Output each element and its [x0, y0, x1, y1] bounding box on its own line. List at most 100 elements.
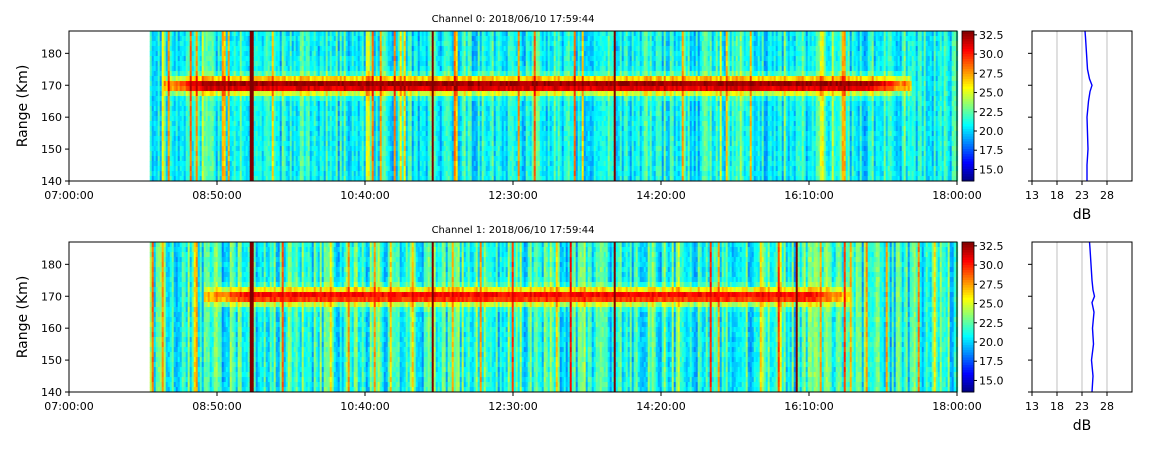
heatmap-cell	[211, 31, 215, 37]
heatmap-cell	[291, 96, 295, 102]
heatmap-cell	[239, 166, 243, 172]
heatmap-cell	[161, 126, 165, 132]
heatmap-cell	[189, 71, 193, 77]
heatmap-cell	[245, 61, 249, 67]
heatmap-cell	[167, 81, 171, 87]
heatmap-cell	[233, 76, 237, 82]
heatmap-cell	[217, 101, 221, 107]
heatmap-cell	[283, 91, 287, 97]
heatmap-cell	[273, 66, 277, 72]
heatmap-cell	[281, 51, 285, 57]
heatmap-cell	[175, 146, 179, 152]
heatmap-cell	[253, 101, 257, 107]
heatmap-cell	[203, 101, 207, 107]
heatmap-cell	[217, 61, 221, 67]
heatmap-cell	[255, 116, 259, 122]
heatmap-cell	[299, 86, 303, 92]
heatmap-column	[201, 31, 205, 182]
heatmap-cell	[279, 131, 283, 137]
heatmap-cell	[233, 91, 237, 97]
heatmap-cell	[249, 51, 253, 57]
heatmap-cell	[259, 56, 263, 62]
heatmap-cell	[293, 91, 297, 97]
heatmap-cell	[155, 46, 159, 52]
heatmap-cell	[211, 81, 215, 87]
heatmap-cell	[225, 156, 229, 162]
heatmap-cell	[263, 146, 267, 152]
heatmap-column	[207, 31, 211, 182]
heatmap-cell	[303, 46, 307, 52]
heatmap-cell	[165, 101, 169, 107]
heatmap-cell	[281, 76, 285, 82]
heatmap-cell	[167, 111, 171, 117]
heatmap-cell	[207, 81, 211, 87]
heatmap-column	[171, 31, 175, 182]
heatmap-cell	[167, 96, 171, 102]
heatmap-cell	[205, 76, 209, 82]
heatmap-cell	[223, 101, 227, 107]
heatmap-column	[213, 31, 217, 182]
heatmap-cell	[163, 166, 167, 172]
heatmap-cell	[245, 91, 249, 97]
heatmap-cell	[281, 136, 285, 142]
heatmap-cell	[299, 41, 303, 47]
heatmap-cell	[247, 126, 251, 132]
heatmap-cell	[281, 66, 285, 72]
heatmap-cell	[275, 146, 279, 152]
heatmap-cell	[227, 36, 231, 42]
heatmap-cell	[279, 46, 283, 52]
heatmap-cell	[257, 136, 261, 142]
heatmap-cell	[275, 176, 279, 182]
heatmap-cell	[209, 66, 213, 72]
heatmap-cell	[253, 171, 257, 177]
heatmap-cell	[265, 101, 269, 107]
heatmap-cell	[263, 141, 267, 147]
heatmap-cell	[207, 46, 211, 52]
heatmap-cell	[225, 41, 229, 47]
heatmap-cell	[255, 156, 259, 162]
heatmap-cell	[249, 116, 253, 122]
heatmap-cell	[195, 141, 199, 147]
heatmap-cell	[193, 106, 197, 112]
heatmap-cell	[237, 96, 241, 102]
heatmap-cell	[219, 116, 223, 122]
heatmap-cell	[233, 126, 237, 132]
heatmap-cell	[203, 111, 207, 117]
heatmap-cell	[295, 111, 299, 117]
heatmap-cell	[151, 101, 155, 107]
heatmap-cell	[223, 36, 227, 42]
heatmap-cell	[213, 51, 217, 57]
heatmap-cell	[193, 86, 197, 92]
heatmap-cell	[293, 151, 297, 157]
heatmap-cell	[303, 111, 307, 117]
heatmap-cell	[235, 91, 239, 97]
heatmap-cell	[289, 131, 293, 137]
heatmap-cell	[245, 41, 249, 47]
heatmap-cell	[201, 51, 205, 57]
heatmap-cell	[181, 101, 185, 107]
heatmap-cell	[199, 91, 203, 97]
heatmap-cell	[229, 136, 233, 142]
heatmap-cell	[183, 171, 187, 177]
heatmap-cell	[277, 46, 281, 52]
heatmap-cell	[207, 61, 211, 67]
heatmap-cell	[285, 86, 289, 92]
heatmap-cell	[243, 121, 247, 127]
heatmap-cell	[223, 121, 227, 127]
heatmap-cell	[249, 81, 253, 87]
heatmap-cell	[217, 146, 221, 152]
heatmap-cell	[259, 126, 263, 132]
heatmap-cell	[225, 121, 229, 127]
heatmap-cell	[269, 171, 273, 177]
heatmap-cell	[149, 156, 153, 162]
heatmap-cell	[217, 91, 221, 97]
heatmap-cell	[293, 36, 297, 42]
heatmap-cell	[161, 46, 165, 52]
heatmap-cell	[259, 151, 263, 157]
heatmap-cell	[275, 121, 279, 127]
heatmap-cell	[259, 161, 263, 167]
heatmap-cell	[275, 31, 279, 37]
heatmap-cell	[151, 41, 155, 47]
heatmap-cell	[219, 36, 223, 42]
heatmap-cell	[165, 81, 169, 87]
